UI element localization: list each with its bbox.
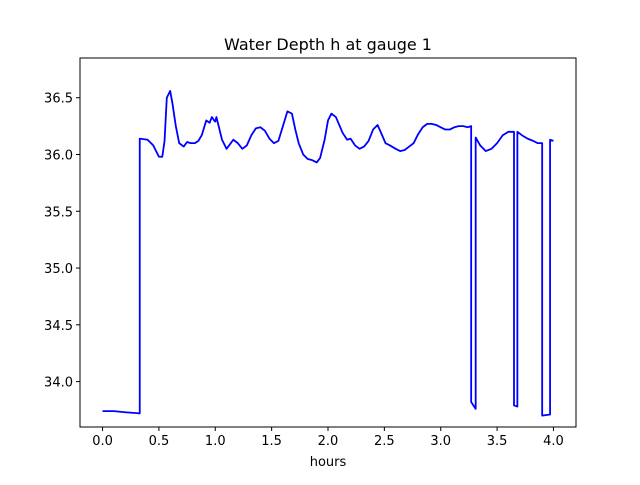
x-tick-label: 2.5 — [374, 434, 395, 449]
x-tick-label: 2.0 — [318, 434, 339, 449]
x-tick-label: 1.5 — [261, 434, 282, 449]
x-tick-label: 3.5 — [487, 434, 508, 449]
x-tick-label: 0.5 — [149, 434, 170, 449]
y-tick-label: 36.5 — [44, 92, 73, 107]
y-tick-label: 36.0 — [44, 149, 73, 164]
x-tick-label: 4.0 — [543, 434, 564, 449]
series-line-1 — [102, 90, 554, 417]
x-axis-label: hours — [310, 455, 347, 470]
y-tick-label: 34.0 — [44, 376, 73, 391]
plot-area: 0.0 0.5 1.0 1.5 2.0 2.5 3.0 3.5 4.0 34.0 34.5 35.0 3… — [44, 57, 577, 449]
x-tick-label: 1.0 — [205, 434, 226, 449]
y-tick-label: 35.5 — [44, 205, 73, 220]
y-tick-label: 34.5 — [44, 319, 73, 334]
plot-frame — [79, 57, 577, 428]
y-tick-label: 35.0 — [44, 262, 73, 277]
x-tick-label: 3.0 — [430, 434, 451, 449]
x-tick-label: 0.0 — [92, 434, 113, 449]
chart-title: Water Depth h at gauge 1 — [224, 35, 432, 54]
